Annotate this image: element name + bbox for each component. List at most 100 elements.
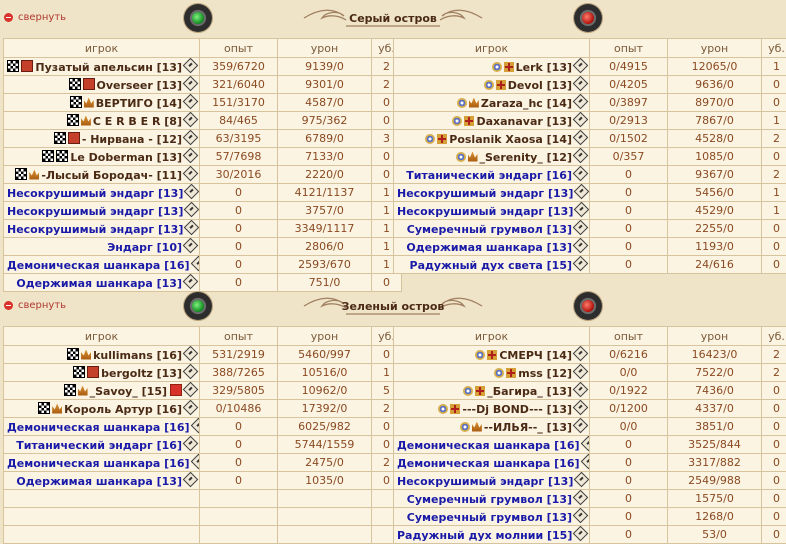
info-icon[interactable] xyxy=(573,346,589,361)
info-icon[interactable] xyxy=(183,346,199,361)
info-icon[interactable] xyxy=(580,436,589,451)
monster-name[interactable]: Одержимая шанкара [13] xyxy=(16,475,182,488)
player-name-link[interactable]: Le Doberman [13] xyxy=(70,151,182,164)
player-name-link[interactable]: Poslanik Xaosa [14] xyxy=(449,133,572,146)
info-icon[interactable] xyxy=(183,364,199,379)
collapse-button[interactable]: свернуть xyxy=(4,12,66,23)
player-name-link[interactable]: Devol [13] xyxy=(508,79,572,92)
info-icon[interactable] xyxy=(183,400,199,415)
player-name-link[interactable]: Daxanavar [13] xyxy=(476,115,572,128)
player-name-link[interactable]: bergoltz [13] xyxy=(101,367,182,380)
info-icon[interactable] xyxy=(574,202,589,217)
player-name-link[interactable]: С E R B E R [8] xyxy=(93,115,182,128)
info-icon[interactable] xyxy=(573,220,589,235)
player-name-link[interactable]: _Savoy_ [15] xyxy=(90,385,167,398)
monster-name[interactable]: Эндарг [10] xyxy=(107,241,182,254)
monster-name[interactable]: Несокрушимый эндарг [13] xyxy=(397,475,573,488)
monster-name[interactable]: Одержимая шанкара [13] xyxy=(406,241,572,254)
info-icon[interactable] xyxy=(184,202,199,217)
player-name-link[interactable]: Lerk [13] xyxy=(516,61,572,74)
info-icon[interactable] xyxy=(573,418,589,433)
info-icon[interactable] xyxy=(573,148,589,163)
player-name-link[interactable]: _Serenity_ [12] xyxy=(480,151,573,164)
info-icon[interactable] xyxy=(574,472,589,487)
monster-name[interactable]: Несокрушимый эндарг [13] xyxy=(7,205,183,218)
monster-name[interactable]: Радужный дух молнии [15] xyxy=(397,529,572,542)
info-icon[interactable] xyxy=(573,130,589,145)
info-icon[interactable] xyxy=(184,184,199,199)
player-name-link[interactable]: ВЕРТИГО [14] xyxy=(96,97,182,110)
info-icon[interactable] xyxy=(183,472,199,487)
info-icon[interactable] xyxy=(573,166,589,181)
exp-cell: 63/3195 xyxy=(200,130,278,148)
info-icon[interactable] xyxy=(573,400,589,415)
info-icon[interactable] xyxy=(190,418,199,433)
damage-cell: 975/362 xyxy=(278,112,372,130)
info-icon[interactable] xyxy=(573,76,589,91)
collapse-button[interactable]: свернуть xyxy=(4,300,66,311)
player-name-link[interactable]: kullimans [16] xyxy=(93,349,182,362)
player-name-link[interactable]: _Багира_ [13] xyxy=(487,385,572,398)
info-icon[interactable] xyxy=(573,508,589,523)
info-icon[interactable] xyxy=(580,454,589,469)
info-icon[interactable] xyxy=(183,166,199,181)
info-icon[interactable] xyxy=(190,256,199,271)
monster-name[interactable]: Несокрушимый эндарг [13] xyxy=(397,187,573,200)
info-icon[interactable] xyxy=(573,58,589,73)
info-icon[interactable] xyxy=(183,130,199,145)
player-name-link[interactable]: Пузатый апельсин [13] xyxy=(35,61,182,74)
player-name-link[interactable]: Король Артур [16] xyxy=(64,403,182,416)
monster-name[interactable]: Титанический эндарг [16] xyxy=(16,439,182,452)
monster-name[interactable]: Демоническая шанкара [16] xyxy=(7,457,190,470)
monster-name[interactable]: Демоническая шанкара [16] xyxy=(7,421,190,434)
player-name-link[interactable]: ---Dj BOND--- [13] xyxy=(462,403,572,416)
monster-name[interactable]: Сумеречный грумвол [13] xyxy=(407,493,572,506)
monster-name[interactable]: Титанический эндарг [16] xyxy=(406,169,572,182)
monster-name[interactable]: Демоническая шанкара [16] xyxy=(397,457,580,470)
player-name-link[interactable]: --ИЛЬЯ--_ [13] xyxy=(484,421,572,434)
player-name-link[interactable]: - Нирвана - [12] xyxy=(82,133,182,146)
damage-cell: 2593/670 xyxy=(278,256,372,274)
info-icon[interactable] xyxy=(573,490,589,505)
info-icon[interactable] xyxy=(183,76,199,91)
exp-cell: 151/3170 xyxy=(200,94,278,112)
player-name-link[interactable]: mss [12] xyxy=(518,367,572,380)
monster-name[interactable]: Радужный дух света [15] xyxy=(410,259,572,272)
green-team-orb-icon xyxy=(184,4,212,32)
player-name-link[interactable]: Zaraza_hc [14] xyxy=(481,97,572,110)
info-icon[interactable] xyxy=(183,112,199,127)
monster-name[interactable]: Сумеречный грумвол [13] xyxy=(407,511,572,524)
monster-name[interactable]: Демоническая шанкара [16] xyxy=(7,259,190,272)
info-icon[interactable] xyxy=(573,238,589,253)
info-icon[interactable] xyxy=(183,382,199,397)
player-name-link[interactable]: Overseer [13] xyxy=(97,79,183,92)
monster-name[interactable]: Несокрушимый эндарг [13] xyxy=(397,205,573,218)
info-icon[interactable] xyxy=(184,220,199,235)
info-icon[interactable] xyxy=(183,148,199,163)
info-icon[interactable] xyxy=(573,382,589,397)
monster-name[interactable]: Несокрушимый эндарг [13] xyxy=(7,223,183,236)
info-icon[interactable] xyxy=(573,526,589,541)
monster-name[interactable]: Демоническая шанкара [16] xyxy=(397,439,580,452)
monster-name[interactable]: Несокрушимый эндарг [13] xyxy=(7,187,183,200)
exp-cell xyxy=(200,490,278,508)
info-icon[interactable] xyxy=(183,94,199,109)
player-name-link[interactable]: СМЕРЧ [14] xyxy=(499,349,572,362)
info-icon[interactable] xyxy=(183,58,199,73)
info-icon[interactable] xyxy=(574,184,589,199)
info-icon[interactable] xyxy=(573,364,589,379)
info-icon[interactable] xyxy=(183,238,199,253)
info-icon[interactable] xyxy=(183,274,199,289)
info-icon[interactable] xyxy=(573,256,589,271)
info-icon[interactable] xyxy=(573,112,589,127)
player-name-link[interactable]: -Лысый Бородач- [11] xyxy=(41,169,182,182)
info-icon[interactable] xyxy=(183,436,199,451)
monster-name[interactable]: Сумеречный грумвол [13] xyxy=(407,223,572,236)
info-icon[interactable] xyxy=(573,94,589,109)
info-icon[interactable] xyxy=(190,454,199,469)
